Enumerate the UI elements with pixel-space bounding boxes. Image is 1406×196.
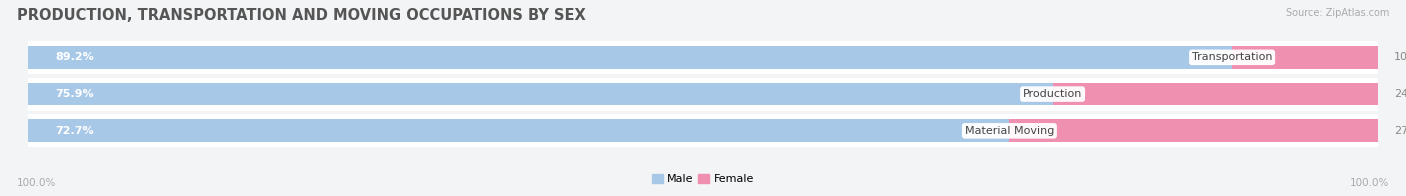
Bar (28, 119, 1010, 142)
Text: Material Moving: Material Moving (965, 126, 1054, 136)
Text: 89.2%: 89.2% (55, 52, 94, 62)
Text: 72.7%: 72.7% (55, 126, 94, 136)
Text: PRODUCTION, TRANSPORTATION AND MOVING OCCUPATIONS BY SEX: PRODUCTION, TRANSPORTATION AND MOVING OC… (17, 8, 586, 23)
Bar (28, 41, 1378, 74)
Text: Production: Production (1024, 89, 1083, 99)
Text: Source: ZipAtlas.com: Source: ZipAtlas.com (1285, 8, 1389, 18)
Text: 75.9%: 75.9% (55, 89, 94, 99)
Bar (1053, 83, 1378, 105)
Text: 24.1%: 24.1% (1395, 89, 1406, 99)
Bar (28, 46, 1232, 69)
Text: 100.0%: 100.0% (1350, 178, 1389, 188)
Bar (1232, 46, 1378, 69)
Text: Transportation: Transportation (1192, 52, 1272, 62)
Bar (28, 83, 1053, 105)
Text: 27.3%: 27.3% (1395, 126, 1406, 136)
Bar (28, 78, 1378, 111)
Text: 100.0%: 100.0% (17, 178, 56, 188)
Bar (28, 114, 1378, 147)
Text: 10.8%: 10.8% (1395, 52, 1406, 62)
Bar (1010, 119, 1378, 142)
Legend: Male, Female: Male, Female (647, 169, 759, 189)
